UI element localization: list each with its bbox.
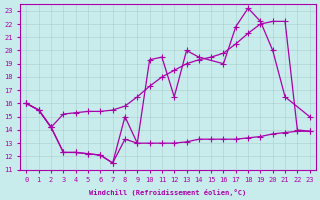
X-axis label: Windchill (Refroidissement éolien,°C): Windchill (Refroidissement éolien,°C) xyxy=(90,189,247,196)
